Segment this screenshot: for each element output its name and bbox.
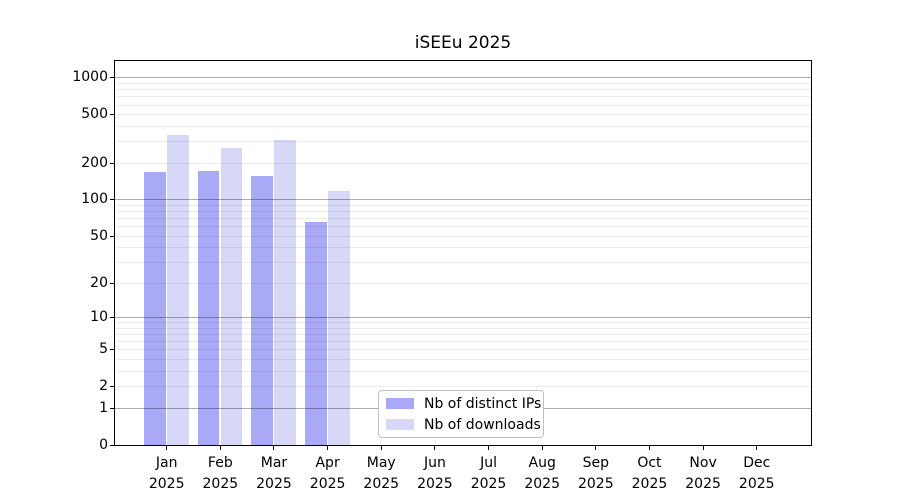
y-tick-label: 500 [81, 106, 108, 123]
x-tick-label: Mar 2025 [256, 455, 292, 492]
y-tick-label: 2 [99, 378, 108, 395]
x-tick-label: Aug 2025 [524, 455, 560, 492]
gridline-minor [114, 341, 812, 343]
gridline-minor [114, 226, 812, 228]
legend-swatch-downloads [386, 419, 414, 430]
bar-distinct-ips-jan [144, 171, 166, 445]
gridline-major [114, 199, 812, 201]
x-tick [327, 445, 329, 450]
x-tick [648, 445, 650, 450]
gridline-minor [114, 358, 812, 360]
x-tick-label: Sep 2025 [577, 455, 614, 492]
gridline-minor [114, 211, 812, 213]
gridline-minor [114, 83, 812, 85]
y-tick-label: 1000 [72, 69, 108, 86]
gridline-minor [114, 327, 812, 329]
x-tick [756, 445, 758, 450]
y-tick [110, 114, 114, 116]
legend-label-downloads: Nb of downloads [424, 416, 541, 433]
gridline-minor [114, 162, 812, 164]
y-tick [110, 77, 114, 79]
x-tick [219, 445, 221, 450]
y-tick-label: 20 [90, 274, 108, 291]
x-tick-label: Apr 2025 [309, 455, 346, 492]
legend-item-distinct-ips: Nb of distinct IPs [386, 396, 541, 412]
x-tick [595, 445, 597, 450]
x-tick [702, 445, 704, 450]
y-tick [110, 162, 114, 164]
y-tick-label: 50 [90, 227, 108, 244]
gridline-minor [114, 141, 812, 143]
gridline-minor [114, 204, 812, 206]
y-tick-label: 100 [81, 191, 108, 208]
gridline-minor [114, 322, 812, 324]
x-tick [488, 445, 490, 450]
y-tick [110, 199, 114, 201]
bar-downloads-feb [220, 148, 243, 445]
y-tick [110, 282, 114, 284]
x-tick [380, 445, 382, 450]
gridline-minor [114, 262, 812, 264]
x-tick-label: Feb 2025 [202, 455, 239, 492]
x-tick-label: Nov 2025 [685, 455, 721, 492]
bar-downloads-apr [328, 191, 350, 445]
gridline-major [114, 77, 812, 79]
x-tick [273, 445, 275, 450]
gridline-minor [114, 334, 812, 336]
x-tick-label: Oct 2025 [631, 455, 668, 492]
x-tick-label: May 2025 [363, 455, 400, 492]
bar-distinct-ips-feb [197, 171, 220, 445]
gridline-major [114, 317, 812, 319]
bar-distinct-ips-mar [251, 175, 273, 445]
gridline-minor [114, 349, 812, 351]
y-tick [110, 407, 114, 409]
x-tick-label: Dec 2025 [738, 455, 775, 492]
y-tick-label: 10 [90, 309, 108, 326]
y-tick [110, 386, 114, 388]
x-tick-label: Jul 2025 [470, 455, 507, 492]
chart-title: iSEEu 2025 [414, 33, 512, 53]
y-tick-label: 1 [99, 399, 108, 416]
y-tick [110, 349, 114, 351]
gridline-minor [114, 370, 812, 372]
gridline-minor [114, 104, 812, 106]
y-tick-label: 200 [81, 154, 108, 171]
x-tick [434, 445, 436, 450]
bar-downloads-jan [167, 135, 189, 445]
y-tick [110, 444, 114, 446]
legend: Nb of distinct IPs Nb of downloads [378, 390, 544, 438]
x-tick [541, 445, 543, 450]
x-tick-label: Jan 2025 [148, 455, 185, 492]
legend-label-distinct-ips: Nb of distinct IPs [424, 395, 542, 412]
gridline-minor [114, 235, 812, 237]
gridline-minor [114, 386, 812, 388]
y-tick-label: 0 [99, 436, 108, 453]
y-tick-label: 5 [99, 341, 108, 358]
bar-downloads-mar [274, 140, 296, 445]
gridline-minor [114, 282, 812, 284]
bar-distinct-ips-apr [305, 222, 327, 445]
gridline-minor [114, 89, 812, 91]
gridline-minor [114, 96, 812, 98]
x-tick [166, 445, 168, 450]
gridline-minor [114, 218, 812, 220]
y-tick [110, 317, 114, 319]
x-tick-label: Jun 2025 [417, 455, 453, 492]
y-tick [110, 235, 114, 237]
legend-item-downloads: Nb of downloads [386, 417, 541, 433]
gridline-minor [114, 114, 812, 116]
legend-swatch-distinct-ips [386, 398, 414, 409]
gridline-minor [114, 126, 812, 128]
gridline-minor [114, 247, 812, 249]
